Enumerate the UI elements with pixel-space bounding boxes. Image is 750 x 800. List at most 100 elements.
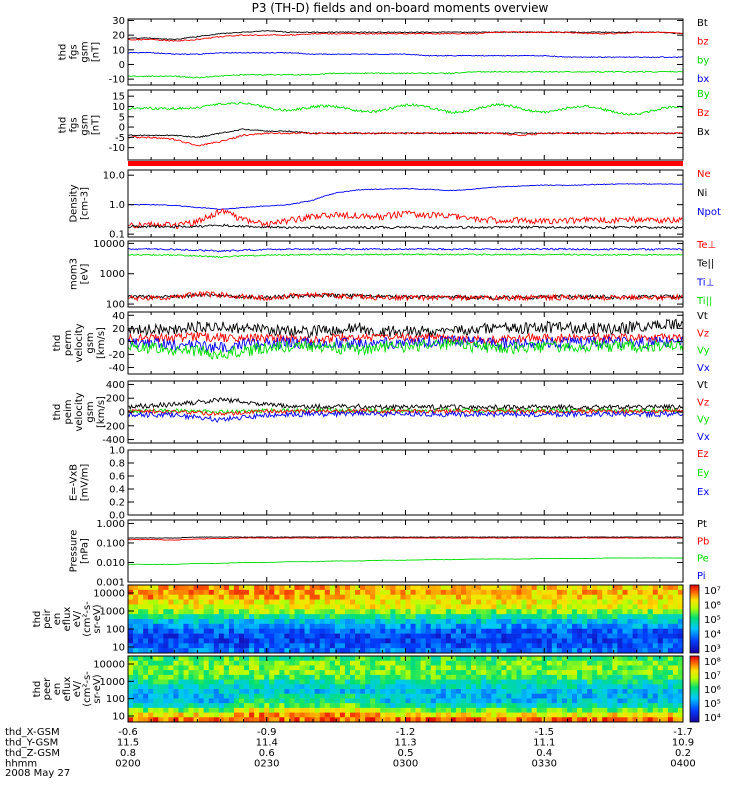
spectrogram-cell [677, 648, 684, 654]
ephemeris-row-label: thd_X-GSM [5, 727, 60, 738]
spectrogram-cell [223, 712, 230, 718]
spectrogram-cell [355, 684, 361, 690]
spectrogram-cell [677, 670, 684, 676]
spectrogram-cell [385, 585, 391, 591]
spectrogram-cell [385, 628, 391, 634]
spectrogram-cell [602, 703, 608, 709]
spectrogram-cell [637, 703, 643, 709]
spectrogram-cell [420, 594, 426, 600]
spectrogram-cell [622, 585, 628, 591]
spectrogram-cell [294, 609, 300, 615]
spectrogram-cell [153, 628, 159, 634]
spectrogram-cell [168, 660, 174, 666]
spectrogram-cell [657, 628, 664, 634]
spectrogram-cell [481, 619, 487, 625]
spectrogram-cell [319, 707, 326, 713]
spectrogram-cell [632, 585, 638, 591]
spectrogram-cell [516, 679, 522, 685]
spectrogram-cell [168, 619, 174, 625]
spectrogram-cell [491, 628, 497, 634]
spectrogram-cell [597, 633, 603, 639]
spectrogram-cell [148, 614, 154, 620]
spectrogram-cell [506, 594, 512, 600]
spectrogram-cell [667, 638, 674, 644]
y-tick-label: 0 [119, 337, 125, 348]
spectrogram-cell [501, 643, 507, 649]
spectrogram-cell [279, 693, 285, 699]
spectrogram-cell [223, 707, 230, 713]
spectrogram-cell [677, 703, 684, 709]
spectrogram-cell [324, 638, 331, 644]
spectrogram-cell [430, 689, 437, 695]
spectrogram-cell [597, 674, 603, 680]
spectrogram-cell [324, 707, 331, 713]
spectrogram-cell [592, 628, 598, 634]
spectrogram-cell [183, 693, 189, 699]
spectrogram-cell [309, 707, 315, 713]
spectrogram-cell [314, 656, 321, 662]
spectrogram-cell [466, 609, 472, 615]
spectrogram-cell [168, 643, 174, 649]
spectrogram-cell [556, 689, 563, 695]
spectrogram-cell [450, 623, 457, 630]
spectrogram-cell [627, 698, 633, 704]
spectrogram-cell [450, 585, 457, 591]
spectrogram-cell [577, 643, 583, 649]
spectrogram-cell [183, 656, 189, 662]
spectrogram-cell [496, 660, 502, 666]
spectrogram-cell [461, 623, 467, 630]
spectrogram-cell [662, 628, 669, 634]
spectrogram-cell [551, 693, 558, 699]
spectrogram-cell [198, 703, 204, 709]
spectrogram-cell [496, 665, 502, 671]
spectrogram-cell [471, 670, 477, 676]
spectrogram-cell [168, 703, 174, 709]
spectrogram-cell [587, 604, 593, 610]
spectrogram-cell [526, 660, 532, 666]
spectrogram-cell [304, 679, 310, 685]
spectrogram-cell [173, 604, 179, 610]
spectrogram-cell [526, 619, 532, 625]
spectrogram-cell [344, 638, 351, 644]
spectrogram-cell [657, 712, 664, 718]
spectrogram-cell [133, 656, 139, 662]
spectrogram-cell [284, 703, 290, 709]
spectrogram-cell [390, 670, 396, 676]
spectrogram-cell [577, 674, 583, 680]
spectrogram-cell [536, 660, 543, 666]
spectrogram-cell [501, 638, 507, 644]
spectrogram-cell [203, 648, 210, 654]
spectrogram-cell [314, 660, 321, 666]
spectrogram-cell [329, 638, 336, 644]
spectrogram-cell [415, 643, 421, 649]
spectrogram-cell [213, 623, 220, 630]
spectrogram-cell [269, 660, 275, 666]
spectrogram-cell [203, 628, 210, 634]
spectrogram-cell [506, 665, 512, 671]
spectrogram-cell [289, 698, 295, 704]
spectrogram-cell [344, 665, 351, 671]
spectrogram-cell [440, 594, 447, 600]
spectrogram-cell [597, 619, 603, 625]
spectrogram-cell [158, 594, 164, 600]
spectrogram-cell [572, 604, 578, 610]
spectrogram-cell [531, 619, 537, 625]
spectrogram-cell [168, 633, 174, 639]
spectrogram-cell [299, 656, 305, 662]
spectrogram-cell [284, 648, 290, 654]
spectrogram-cell [455, 679, 462, 685]
spectrogram-cell [430, 648, 437, 654]
spectrogram-cell [218, 670, 225, 676]
spectrogram-cell [561, 619, 568, 625]
spectrogram-cell [481, 638, 487, 644]
spectrogram-cell [476, 670, 482, 676]
spectrogram-cell [572, 674, 578, 680]
spectrogram-cell [350, 619, 356, 625]
spectrogram-cell [208, 604, 215, 610]
spectrogram-cell [410, 674, 416, 680]
spectrogram-cell [324, 589, 331, 596]
spectrogram-cell [294, 628, 300, 634]
spectrogram-cell [264, 628, 270, 634]
spectrogram-cell [461, 633, 467, 639]
